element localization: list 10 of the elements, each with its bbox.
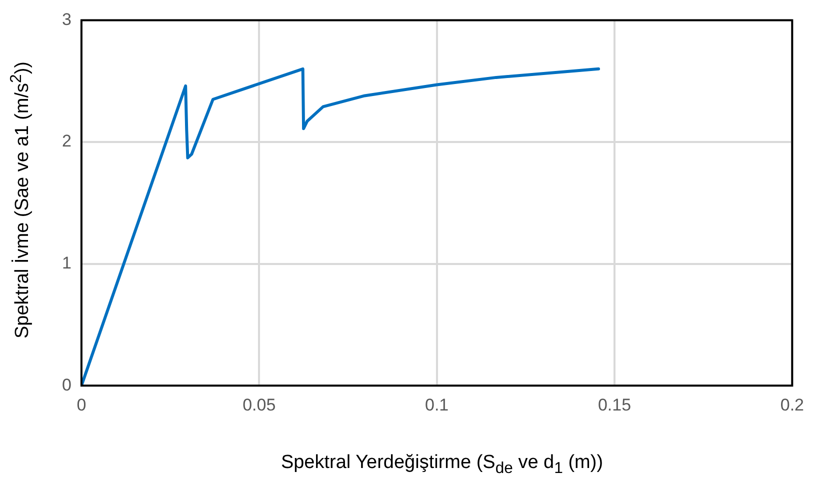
- x-tick-label: 0.1: [425, 395, 449, 414]
- x-tick-label: 0.05: [242, 395, 276, 414]
- x-tick-label: 0.15: [598, 395, 632, 414]
- y-tick-label: 2: [62, 132, 72, 151]
- y-tick-label: 1: [62, 253, 72, 272]
- x-tick-label: 0: [76, 395, 86, 414]
- y-tick-label: 3: [62, 10, 72, 29]
- x-tick-label: 0.2: [780, 395, 804, 414]
- y-tick-label: 0: [62, 375, 72, 394]
- x-axis-title: Spektral Yerdeğiştirme (S$_{de}$ ve d$_{1}$ (m)): [280, 452, 604, 478]
